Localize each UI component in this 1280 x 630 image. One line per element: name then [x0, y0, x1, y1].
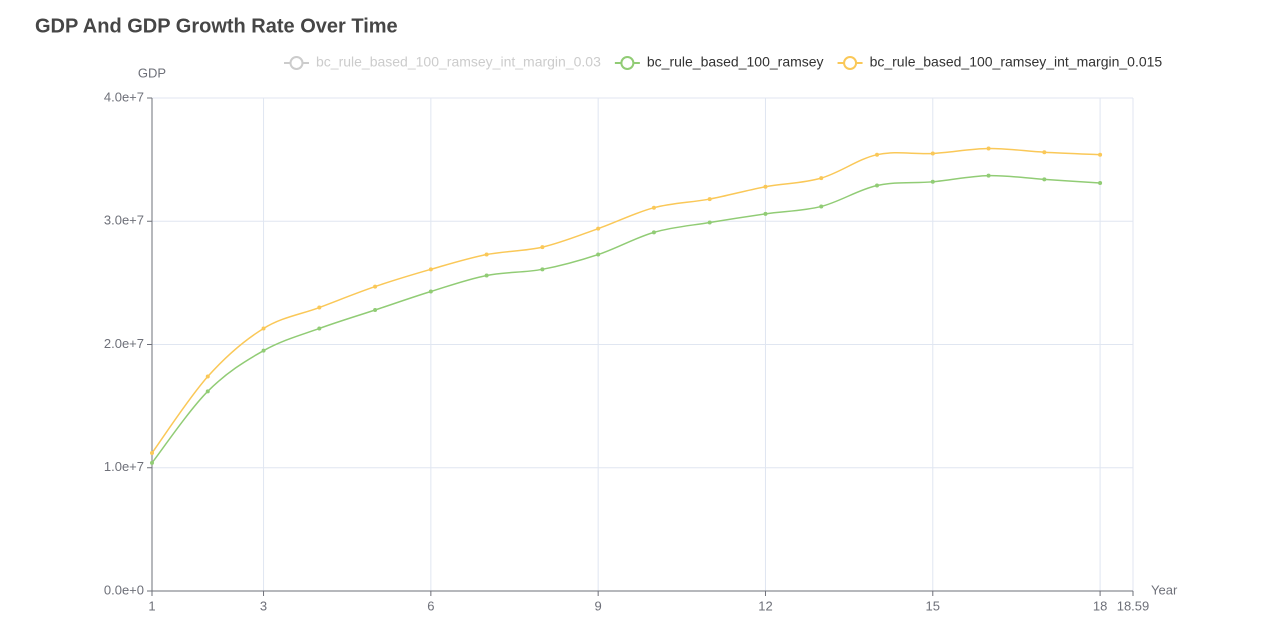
point: [373, 284, 378, 289]
point: [763, 184, 768, 189]
point: [651, 230, 656, 235]
point: [150, 450, 154, 455]
point: [205, 374, 210, 379]
legend-label: bc_rule_based_100_ramsey_int_margin_0.01…: [870, 54, 1163, 70]
y-tick-label: 1.0e+7: [104, 459, 144, 474]
x-tick-label: 12: [758, 598, 772, 613]
chart-title: GDP And GDP Growth Rate Over Time: [35, 15, 398, 37]
legend-item[interactable]: bc_rule_based_100_ramsey_int_margin_0.03: [284, 54, 601, 70]
point: [930, 151, 935, 156]
point: [875, 152, 880, 157]
legend-icon: [289, 56, 304, 70]
point: [930, 179, 935, 184]
point: [317, 305, 322, 310]
point: [819, 204, 824, 209]
point: [986, 146, 991, 151]
legend-label: bc_rule_based_100_ramsey: [647, 54, 824, 70]
x-tick-label: 18.59: [1117, 598, 1150, 613]
point: [596, 252, 601, 257]
x-tick-label: 1: [148, 598, 155, 613]
x-tick-label: 3: [260, 598, 267, 613]
x-axis-label: Year: [1151, 582, 1178, 597]
point: [1042, 177, 1047, 182]
line: [151, 147, 1101, 454]
y-tick-label: 3.0e+7: [104, 213, 144, 228]
point: [428, 289, 433, 294]
point: [261, 326, 266, 331]
point: [875, 183, 880, 188]
point: [986, 173, 991, 178]
y-tick-label: 2.0e+7: [104, 336, 144, 351]
point: [707, 197, 712, 202]
legend-icon: [843, 56, 858, 70]
legend-item[interactable]: bc_rule_based_100_ramsey: [614, 54, 824, 70]
point: [1042, 150, 1047, 155]
point: [261, 348, 266, 353]
x-tick-label: 6: [427, 598, 434, 613]
point: [540, 267, 545, 272]
point: [707, 220, 712, 225]
point: [317, 326, 322, 331]
legend-item[interactable]: bc_rule_based_100_ramsey_int_margin_0.01…: [837, 54, 1163, 70]
point: [763, 211, 768, 216]
point: [484, 273, 489, 278]
point: [540, 245, 545, 250]
x-tick-label: 15: [926, 598, 940, 613]
legend-label: bc_rule_based_100_ramsey_int_margin_0.03: [316, 54, 601, 70]
point: [819, 176, 824, 181]
x-tick-label: 9: [595, 598, 602, 613]
y-tick-label: 0.0e+0: [104, 582, 144, 597]
x-tick-label: 18: [1093, 598, 1107, 613]
point: [651, 205, 656, 210]
point: [1098, 181, 1103, 186]
point: [596, 226, 601, 231]
point: [373, 307, 378, 312]
point: [484, 252, 489, 257]
point: [428, 267, 433, 272]
y-axis-label: GDP: [138, 65, 166, 80]
point: [205, 389, 210, 394]
point: [1098, 152, 1103, 157]
legend-icon: [620, 56, 635, 70]
y-tick-label: 4.0e+7: [104, 89, 144, 104]
line: [151, 174, 1101, 464]
point: [150, 460, 154, 465]
